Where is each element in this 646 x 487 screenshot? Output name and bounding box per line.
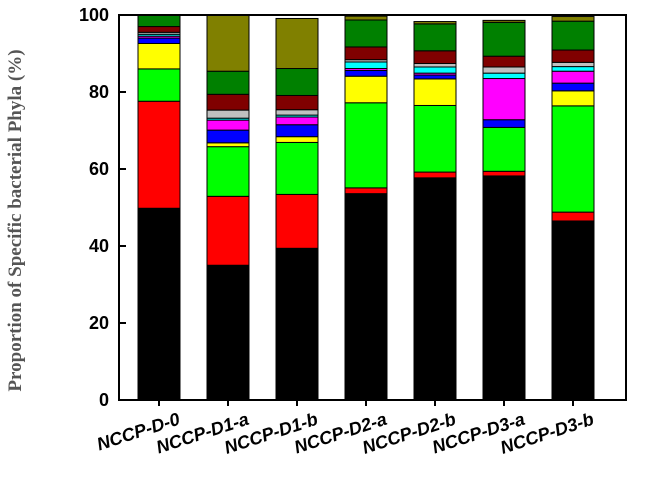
y-tick-label: 80 (89, 82, 109, 102)
bar-segment-2-8 (206, 109, 250, 119)
bar-segment-4-7 (344, 61, 388, 70)
bar-segment-3-3 (275, 141, 319, 195)
bar-segment-1-1 (137, 207, 181, 401)
bar-segment-5-9 (413, 50, 457, 65)
bar-segment-4-10 (344, 19, 388, 48)
y-tick-label: 20 (89, 313, 109, 333)
bar-stack-4 (344, 15, 388, 401)
plot-frame (118, 14, 627, 401)
bar-segment-1-10 (137, 14, 181, 28)
bar-stack-5 (413, 21, 457, 401)
bar-stack-3 (275, 17, 319, 401)
bar-segment-3-1 (275, 247, 319, 401)
bar-segment-1-9 (137, 26, 181, 33)
bar-stack-2 (206, 14, 250, 401)
bar-segment-3-2 (275, 193, 319, 249)
bar-segment-4-3 (344, 102, 388, 189)
ticks-layer (119, 14, 574, 406)
bar-segment-6-11 (482, 19, 526, 23)
bar-segment-7-11 (551, 16, 595, 22)
bar-segment-2-5 (206, 129, 250, 144)
bar-segment-2-6 (206, 119, 250, 131)
bar-segment-7-5 (551, 82, 595, 92)
bar-segment-7-8 (551, 61, 595, 68)
bar-segment-3-8 (275, 109, 319, 116)
bar-segment-6-5 (482, 119, 526, 128)
bar-segment-2-2 (206, 195, 250, 266)
bar-segment-7-1 (551, 220, 595, 401)
bar-stack-6 (482, 19, 526, 401)
bar-segment-4-11 (344, 15, 388, 21)
bar-segment-4-1 (344, 193, 388, 401)
bar-segment-4-2 (344, 187, 388, 195)
bar-segment-5-10 (413, 23, 457, 52)
bar-segment-6-9 (482, 55, 526, 68)
bar-segment-5-2 (413, 171, 457, 179)
bar-segment-3-5 (275, 124, 319, 138)
bar-segment-5-7 (413, 66, 457, 74)
bar-segment-2-4 (206, 142, 250, 148)
bar-segment-5-1 (413, 177, 457, 401)
bar-segment-7-4 (551, 90, 595, 107)
bar-segment-6-10 (482, 21, 526, 57)
bar-segment-7-9 (551, 49, 595, 63)
bar-segment-3-11 (275, 17, 319, 70)
bar-segment-7-6 (551, 70, 595, 84)
bar-segment-5-5 (413, 74, 457, 80)
bar-segment-2-3 (206, 146, 250, 197)
bar-segment-1-3 (137, 68, 181, 102)
bar-segment-3-9 (275, 94, 319, 111)
bar-segment-6-3 (482, 126, 526, 172)
y-tick-label: 40 (89, 236, 109, 256)
bar-segment-1-4 (137, 42, 181, 70)
bar-segment-6-6 (482, 78, 526, 121)
bar-segment-6-2 (482, 170, 526, 177)
bars-layer (137, 14, 595, 401)
bar-segment-5-8 (413, 63, 457, 68)
bar-segment-5-4 (413, 78, 457, 106)
bar-segment-5-11 (413, 21, 457, 25)
bar-segment-7-7 (551, 66, 595, 72)
y-tick-label: 0 (99, 390, 109, 410)
bar-segment-3-4 (275, 136, 319, 143)
y-tick-label: 60 (89, 159, 109, 179)
bar-segment-1-2 (137, 100, 181, 209)
bar-stack-7 (551, 16, 595, 401)
bar-segment-2-9 (206, 93, 250, 111)
y-axis-title: Proportion of Specific bacterial Phyla (… (5, 49, 26, 391)
bar-segment-6-1 (482, 175, 526, 401)
bar-segment-7-10 (551, 20, 595, 51)
bar-segment-2-11 (206, 14, 250, 72)
bar-segment-4-4 (344, 75, 388, 104)
bar-segment-7-2 (551, 211, 595, 222)
bar-segment-5-3 (413, 104, 457, 173)
bar-segment-4-5 (344, 69, 388, 77)
bar-segment-7-3 (551, 105, 595, 213)
bar-segment-6-8 (482, 66, 526, 74)
bar-segment-2-10 (206, 70, 250, 95)
y-tick-label: 100 (79, 5, 109, 25)
bar-segment-4-9 (344, 46, 388, 61)
bar-segment-3-10 (275, 68, 319, 96)
bar-segment-2-1 (206, 264, 250, 401)
bar-stack-1 (137, 14, 181, 401)
bar-segment-6-7 (482, 72, 526, 80)
bar-segment-3-6 (275, 116, 319, 126)
bar-segment-1-5 (137, 37, 181, 44)
